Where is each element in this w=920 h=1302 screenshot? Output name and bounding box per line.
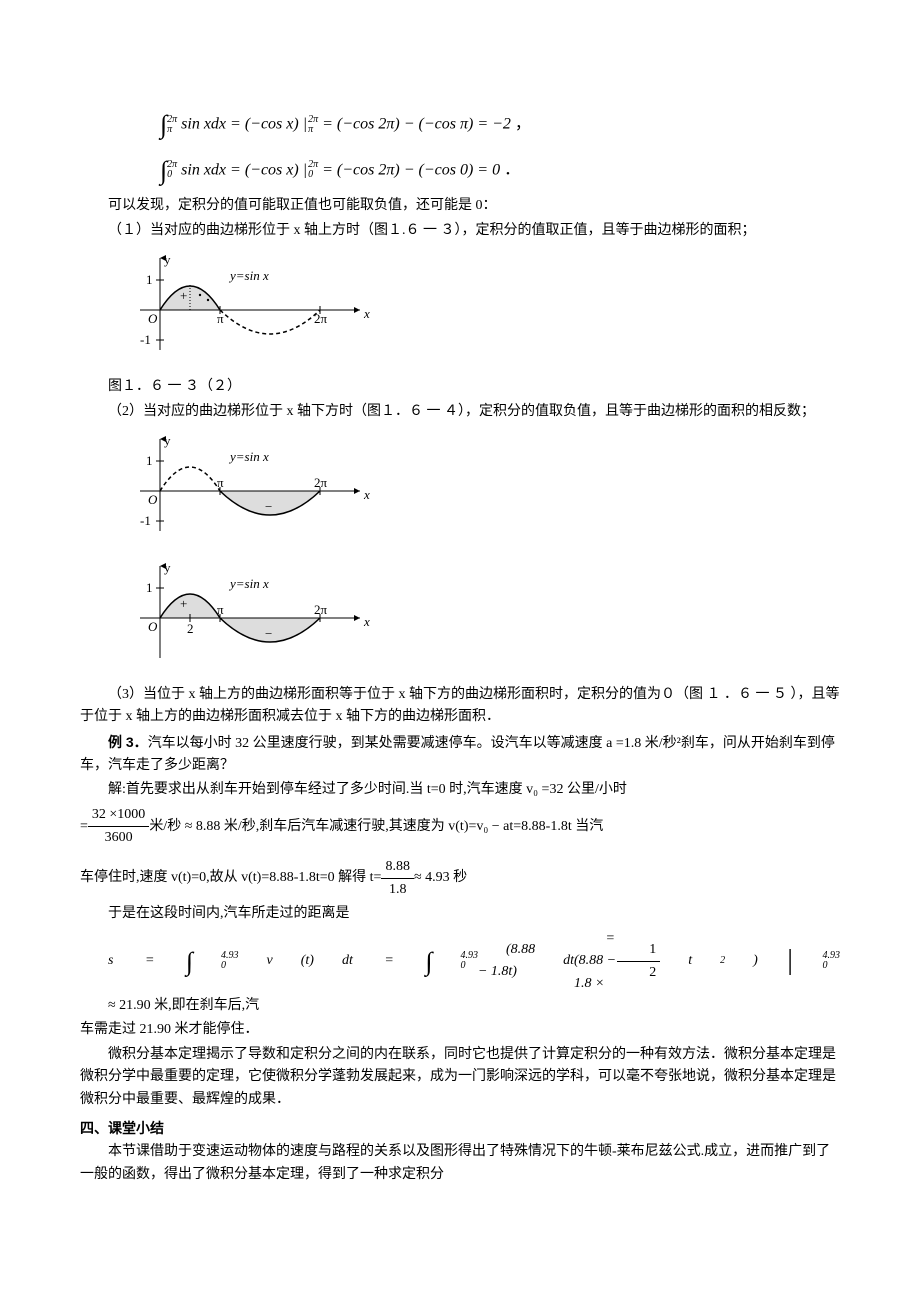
svg-text:x: x	[363, 487, 370, 502]
svg-text:O: O	[148, 492, 158, 507]
figure-1: y x 1 -1 O π 2π y=sin x +	[120, 250, 840, 368]
axis-x-label: x	[363, 306, 370, 321]
example-3-text: 汽车以每小时 32 公里速度行驶，到某处需要减速停车。设汽车以等减速度 a =1…	[80, 736, 835, 773]
equation-1: ∫2ππ sin xdx = (−cos x) |2ππ = (−cos 2π)…	[160, 104, 840, 146]
svg-text:-1: -1	[140, 513, 151, 528]
svg-text:y=sin x: y=sin x	[228, 576, 269, 591]
document-page: ∫2ππ sin xdx = (−cos x) |2ππ = (−cos 2π)…	[0, 0, 920, 1302]
equation-2: ∫2π0 sin xdx = (−cos x) |2π0 = (−cos 2π)…	[160, 150, 840, 192]
pi-label: π	[217, 311, 224, 326]
tick-neg1: -1	[140, 332, 151, 347]
tick-1: 1	[146, 272, 153, 287]
svg-text:2: 2	[187, 621, 194, 636]
paragraph-5: 微积分基本定理揭示了导数和定积分之间的内在联系，同时它也提供了计算定积分的一种有…	[80, 1044, 840, 1111]
solution-line-2: = 32 ×1000 3600 米/秒 ≈ 8.88 米/秒,刹车后汽车减速行驶…	[80, 804, 840, 850]
paragraph-3: （2）当对应的曲边梯形位于 x 轴下方时（图１．６ 一 ４），定积分的值取负值，…	[80, 401, 840, 423]
figure-3: y x 1 O 2 π 2π y=sin x + −	[120, 558, 840, 676]
svg-text:π: π	[217, 602, 224, 617]
paragraph-6: 本节课借助于变速运动物体的速度与路程的关系以及图形得出了特殊情况下的牛顿-莱布尼…	[80, 1141, 840, 1186]
paragraph-2: （１）当对应的曲边梯形位于 x 轴上方时（图１.６ 一 ３），定积分的值取正值，…	[80, 220, 840, 242]
svg-text:2π: 2π	[314, 602, 328, 617]
svg-text:x: x	[363, 614, 370, 629]
example-3-label: 例 3．	[108, 734, 148, 750]
curve-label: y=sin x	[228, 268, 269, 283]
svg-text:−: −	[265, 626, 272, 641]
section-heading-4: 四、课堂小结	[80, 1117, 840, 1139]
solution-line-1: 解:首先要求出从刹车开始到停车经过了多少时间.当 t=0 时,汽车速度 v₀ =…	[80, 779, 840, 801]
solution-line-5: s = ∫4.930 v(t)dt = ∫4.930 (8.88 − 1.8t)…	[80, 928, 840, 1018]
svg-text:π: π	[217, 475, 224, 490]
svg-text:O: O	[148, 619, 158, 634]
svg-text:1: 1	[146, 580, 153, 595]
svg-text:−: −	[265, 499, 272, 514]
figure-1-caption: 图１．６ 一 ３（２）	[80, 376, 840, 398]
origin-label: O	[148, 311, 158, 326]
2pi-label: 2π	[314, 311, 328, 326]
svg-text:1: 1	[146, 453, 153, 468]
svg-text:+: +	[180, 596, 187, 611]
figure-2: y x 1 -1 O π 2π y=sin x −	[120, 431, 840, 549]
svg-text:y=sin x: y=sin x	[228, 449, 269, 464]
plus-sign: +	[180, 288, 187, 303]
paragraph-1: 可以发现，定积分的值可能取正值也可能取负值，还可能是 0：	[80, 195, 840, 217]
fraction-2: 8.88 1.8	[381, 856, 414, 902]
solution-line-6: 车需走过 21.90 米才能停住．	[80, 1019, 840, 1041]
svg-text:2π: 2π	[314, 475, 328, 490]
solution-line-3: 车停住时,速度 v(t)=0,故从 v(t)=8.88-1.8t=0 解得 t=…	[80, 856, 840, 902]
axis-y-label: y	[164, 252, 171, 267]
solution-line-4: 于是在这段时间内,汽车所走过的距离是	[80, 903, 840, 925]
svg-text:y: y	[164, 560, 171, 575]
fraction-1: 32 ×1000 3600	[88, 804, 149, 850]
svg-text:y: y	[164, 433, 171, 448]
paragraph-4: （3）当位于 x 轴上方的曲边梯形面积等于位于 x 轴下方的曲边梯形面积时，定积…	[80, 684, 840, 729]
example-3: 例 3．汽车以每小时 32 公里速度行驶，到某处需要减速停车。设汽车以等减速度 …	[80, 731, 840, 778]
